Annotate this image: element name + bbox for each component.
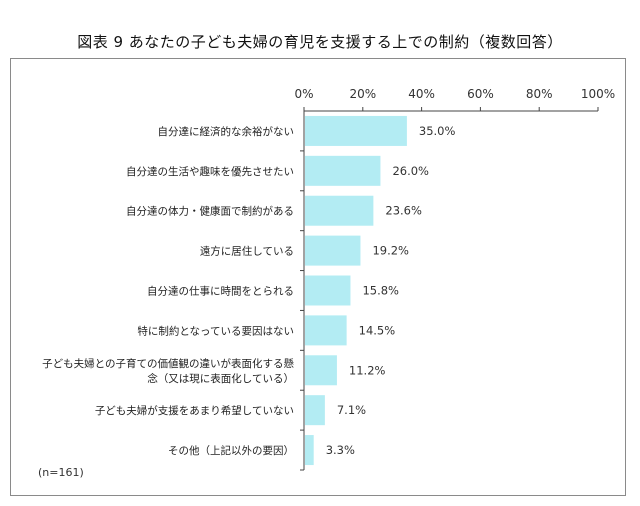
data-label: 15.8% bbox=[362, 284, 399, 298]
x-tick-label: 100% bbox=[581, 87, 615, 101]
category-label: 念（又は現に表面化している） bbox=[147, 372, 294, 385]
bar bbox=[305, 275, 351, 306]
category-label: その他（上記以外の要因） bbox=[168, 444, 294, 457]
category-label: 自分達の体力・健康面で制約がある bbox=[126, 205, 294, 218]
category-label: 子ども夫婦が支援をあまり希望していない bbox=[95, 404, 294, 417]
x-tick-label: 40% bbox=[408, 87, 435, 101]
chart-title: 図表 9 あなたの子ども夫婦の育児を支援する上での制約（複数回答） bbox=[77, 33, 563, 51]
category-label: 自分達に経済的な余裕がない bbox=[158, 125, 295, 138]
x-tick-label: 0% bbox=[294, 87, 313, 101]
category-label: 遠方に居住している bbox=[200, 245, 294, 258]
x-tick-label: 80% bbox=[526, 87, 553, 101]
category-label: 子ども夫婦との子育ての価値観の違いが表面化する懸 bbox=[42, 357, 294, 370]
x-tick-label: 20% bbox=[349, 87, 376, 101]
bar bbox=[305, 235, 361, 266]
data-label: 7.1% bbox=[337, 403, 366, 417]
data-label: 26.0% bbox=[392, 164, 429, 178]
data-label: 11.2% bbox=[349, 363, 386, 377]
x-tick-label: 60% bbox=[467, 87, 494, 101]
data-label: 19.2% bbox=[372, 244, 409, 258]
bar bbox=[305, 315, 347, 346]
bar bbox=[305, 395, 325, 426]
bar bbox=[305, 115, 407, 146]
data-label: 23.6% bbox=[385, 204, 422, 218]
sample-size-note: (n=161) bbox=[38, 466, 84, 479]
category-label: 特に制約となっている要因はない bbox=[137, 324, 294, 337]
data-label: 14.5% bbox=[359, 323, 396, 337]
bar bbox=[305, 355, 337, 386]
data-label: 35.0% bbox=[419, 124, 456, 138]
category-label: 自分達の仕事に時間をとられる bbox=[147, 285, 294, 298]
bar bbox=[305, 155, 381, 186]
category-label: 自分達の生活や趣味を優先させたい bbox=[126, 165, 294, 178]
data-label: 3.3% bbox=[326, 443, 355, 457]
bar bbox=[305, 195, 374, 226]
bar bbox=[305, 435, 314, 466]
